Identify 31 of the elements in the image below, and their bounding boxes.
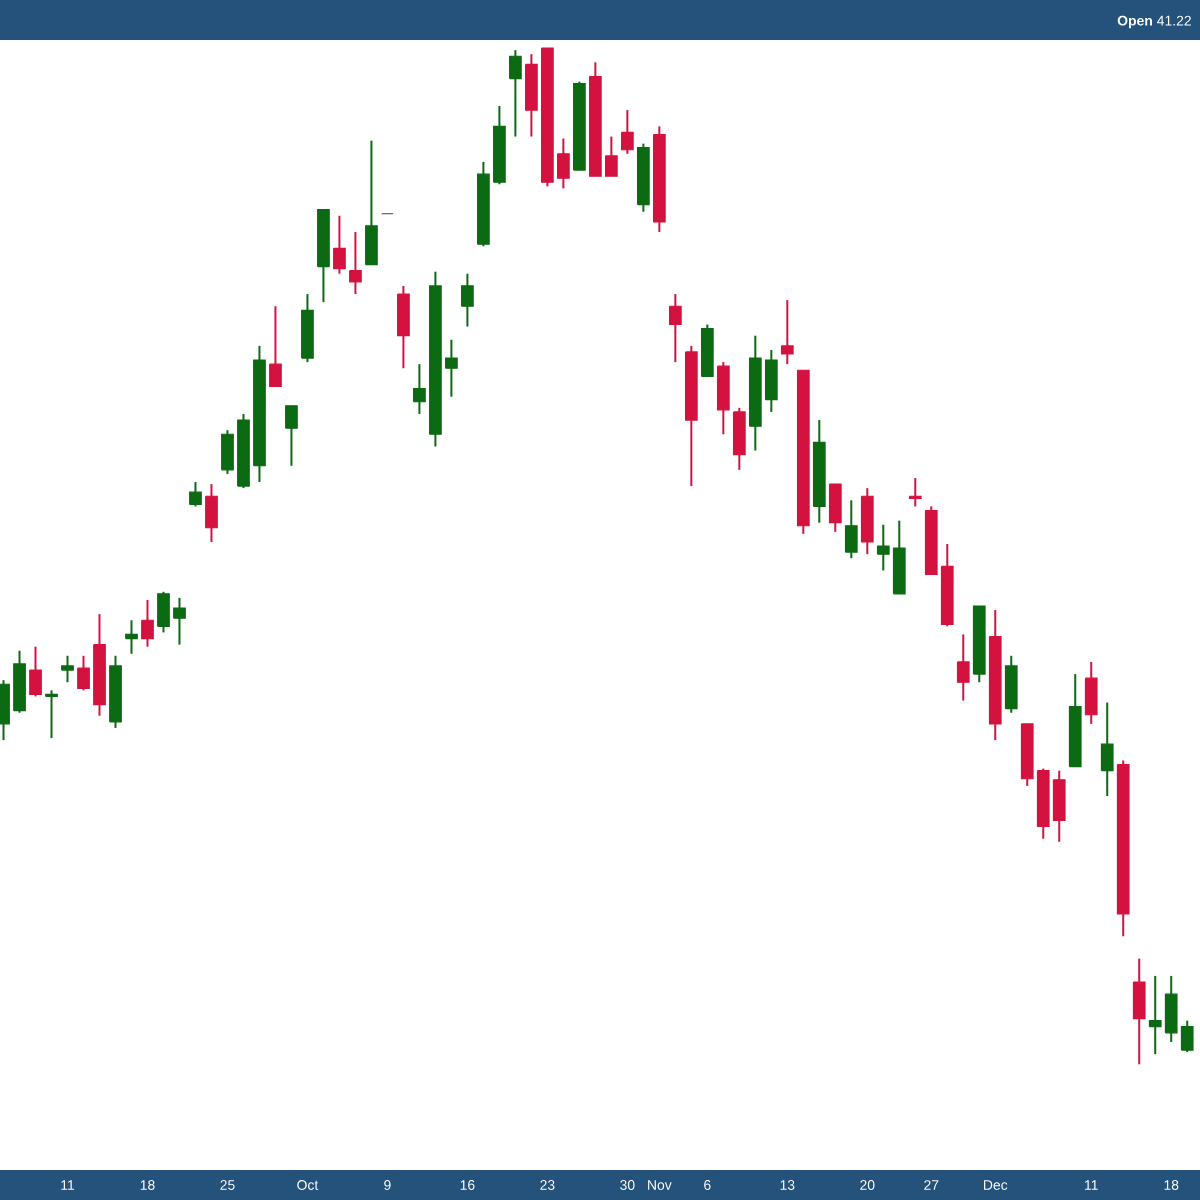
candlestick — [509, 49, 522, 138]
candlestick — [908, 476, 922, 508]
candlestick — [860, 487, 874, 556]
candlestick — [349, 231, 362, 296]
candlestick — [45, 689, 58, 740]
candlestick — [844, 499, 858, 560]
candlestick — [732, 406, 746, 471]
candlestick — [780, 299, 794, 366]
candlestick — [61, 654, 74, 684]
candlestick — [29, 645, 42, 698]
candlestick — [269, 305, 282, 388]
candlestick — [141, 598, 154, 648]
candlestick — [956, 633, 970, 702]
candlestick — [189, 481, 202, 508]
candlestick — [1132, 957, 1146, 1066]
candlestick — [828, 483, 842, 533]
candlestick — [620, 109, 634, 155]
candlestick — [1100, 701, 1114, 798]
candlestick — [397, 284, 410, 370]
candlestick — [1084, 660, 1098, 725]
candlestick — [285, 404, 298, 467]
candlestick — [333, 214, 346, 275]
candlestick — [205, 483, 218, 543]
candlestick — [668, 293, 682, 364]
candlestick — [716, 361, 730, 436]
candlestick — [125, 619, 138, 655]
candlestick — [461, 272, 474, 328]
candlestick — [700, 323, 714, 378]
candlestick — [301, 293, 314, 364]
candlestick — [1004, 654, 1018, 714]
candlestick — [365, 139, 378, 266]
